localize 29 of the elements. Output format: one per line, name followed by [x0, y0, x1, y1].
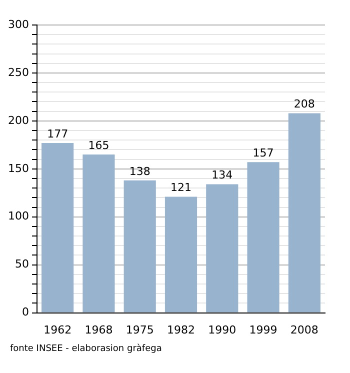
bar: [124, 180, 156, 312]
data-label: 157: [252, 146, 274, 160]
source-note: fonte INSEE - elaborasion gràfega: [10, 344, 163, 354]
data-label: 165: [88, 138, 110, 152]
data-label: 208: [294, 98, 315, 111]
x-tick-label: 1999: [249, 323, 278, 336]
y-tick-label: 300: [8, 18, 29, 31]
y-tick-label: 50: [14, 258, 29, 271]
bar: [206, 184, 238, 312]
bar: [82, 154, 115, 312]
data-label: 138: [129, 164, 150, 178]
x-tick-label: 1968: [84, 323, 113, 336]
y-tick-label: 100: [8, 210, 29, 223]
y-tick-label: 150: [8, 162, 29, 175]
bar: [247, 162, 280, 312]
x-tick-label: 1990: [208, 323, 236, 336]
data-label: 134: [212, 168, 233, 182]
y-tick-label: 200: [8, 114, 29, 127]
x-tick-label: 2008: [290, 323, 318, 336]
bar: [42, 143, 74, 312]
bar: [288, 113, 320, 312]
x-tick-label: 1982: [167, 323, 195, 336]
y-tick-label: 0: [22, 306, 29, 319]
y-tick-label: 250: [8, 66, 29, 79]
x-tick-label: 1975: [126, 323, 154, 336]
x-tick-label: 1962: [44, 323, 72, 336]
bar: [164, 196, 198, 312]
data-label: 121: [170, 181, 192, 194]
data-label: 177: [47, 127, 68, 140]
